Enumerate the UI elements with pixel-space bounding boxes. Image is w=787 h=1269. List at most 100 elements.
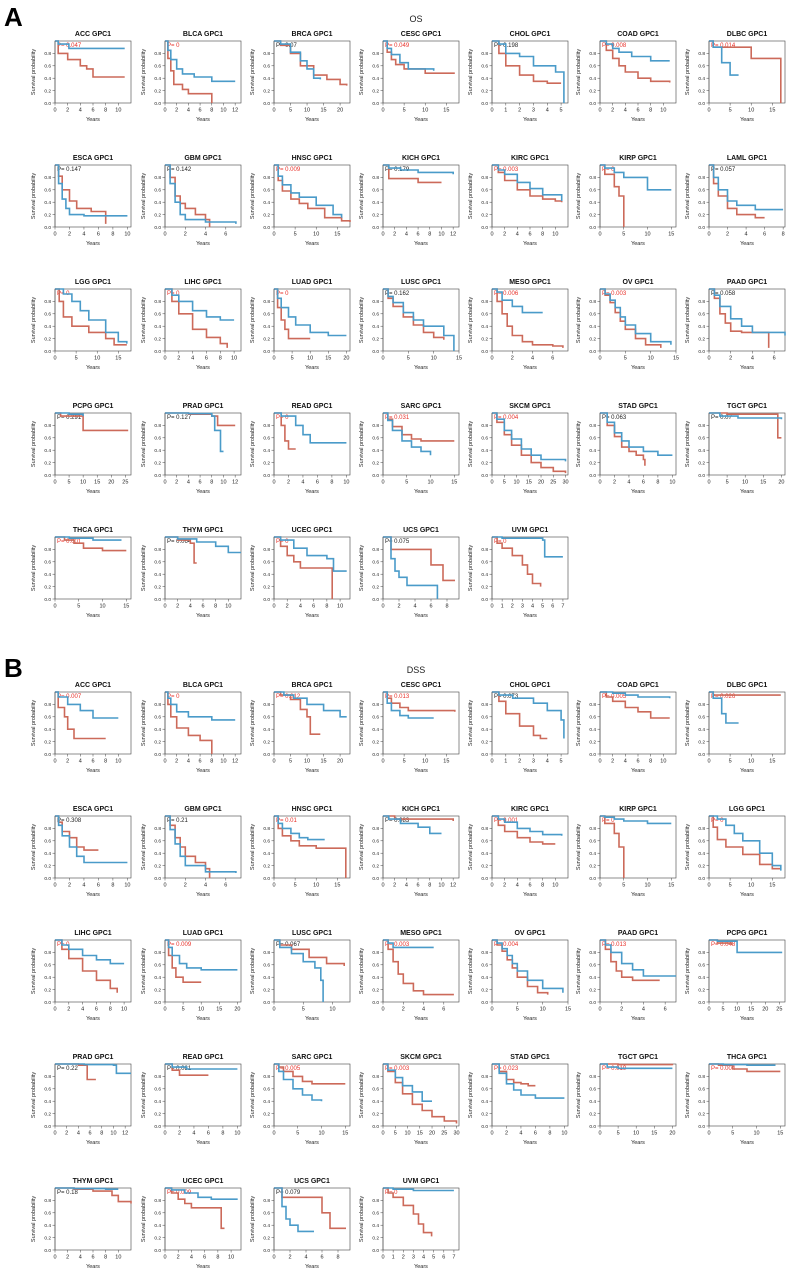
high-expression-curve (709, 412, 782, 439)
y-tick-label: 0.2 (481, 88, 488, 94)
x-tick-label: 15 (94, 480, 100, 486)
x-tick-label: 12 (122, 1131, 128, 1137)
p-value-label: P= 0.013 (385, 694, 410, 700)
x-tick-label: 5 (302, 1007, 305, 1013)
x-tick-label: 4 (546, 108, 549, 114)
x-tick-label: 20 (234, 1007, 240, 1013)
y-tick-label: 0.0 (589, 1000, 596, 1006)
high-expression-curve (165, 691, 213, 754)
p-value-label: P= 0.013 (602, 942, 627, 948)
y-tick-label: 0.0 (372, 1000, 379, 1006)
x-tick-label: 0 (598, 356, 601, 362)
y-tick-label: 0.0 (372, 349, 379, 355)
x-tick-label: 5 (291, 356, 294, 362)
plot-title: BRCA GPC1 (292, 682, 333, 689)
y-axis-label: Survival probability (141, 49, 147, 95)
y-tick-label: 0.8 (154, 950, 161, 956)
y-tick-label: 0.2 (44, 987, 51, 993)
x-tick-label: 2 (287, 480, 290, 486)
p-value-label: P= 0 (276, 539, 289, 545)
y-tick-label: 0.8 (372, 299, 379, 305)
plot-title: LGG GPC1 (729, 806, 765, 813)
y-axis-label: Survival probability (31, 421, 37, 467)
y-axis-label: Survival probability (576, 49, 582, 95)
low-expression-curve (274, 412, 347, 444)
high-expression-curve (383, 939, 454, 996)
y-tick-label: 0.8 (154, 702, 161, 708)
plot-frame (382, 412, 460, 476)
y-tick-label: 0.2 (481, 460, 488, 466)
x-tick-label: 5 (289, 108, 292, 114)
y-tick-label: 0.0 (372, 752, 379, 758)
x-tick-label: 0 (707, 883, 710, 889)
x-tick-label: 12 (450, 883, 456, 889)
x-tick-label: 10 (329, 1007, 335, 1013)
y-tick-label: 0.6 (481, 963, 488, 969)
y-tick-label: 0.6 (372, 436, 379, 442)
high-expression-curve (600, 939, 660, 982)
p-value-label: P= 0.063 (602, 415, 627, 421)
x-tick-label: 0 (490, 356, 493, 362)
p-value-label: P= 0.048 (711, 942, 736, 948)
x-tick-label: 15 (673, 356, 679, 362)
y-axis-label: Survival probability (685, 297, 691, 343)
x-axis-label: Years (740, 892, 754, 898)
x-tick-label: 15 (769, 883, 775, 889)
x-tick-label: 4 (187, 759, 190, 765)
y-tick-label: 0.4 (372, 727, 379, 733)
y-tick-label: 0.6 (589, 839, 596, 845)
y-tick-label: 0.6 (44, 1087, 51, 1093)
y-tick-label: 0.4 (589, 200, 596, 206)
plot-title: LAML GPC1 (727, 155, 767, 162)
y-axis-label: Survival probability (31, 700, 37, 746)
y-axis-label: Survival probability (359, 173, 365, 219)
plot-title: LUSC GPC1 (292, 930, 332, 937)
x-tick-label: 10 (225, 604, 231, 610)
y-tick-label: 0.0 (263, 225, 270, 231)
x-tick-label: 12 (232, 480, 238, 486)
x-axis-label: Years (414, 1016, 428, 1022)
x-tick-label: 5 (722, 1007, 725, 1013)
y-tick-label: 0.2 (698, 212, 705, 218)
y-tick-label: 0.0 (372, 1248, 379, 1254)
y-tick-label: 0.2 (589, 212, 596, 218)
x-tick-label: 10 (438, 232, 444, 238)
y-tick-label: 0.8 (698, 702, 705, 708)
x-tick-label: 10 (343, 480, 349, 486)
x-axis-label: Years (631, 365, 645, 371)
y-axis-label: Survival probability (359, 421, 365, 467)
y-tick-label: 0.2 (698, 1111, 705, 1117)
y-axis-label: Survival probability (576, 1072, 582, 1118)
y-tick-label: 0.8 (44, 547, 51, 553)
y-tick-label: 0.2 (698, 336, 705, 342)
plot-frame (382, 1063, 460, 1127)
y-tick-label: 0.6 (481, 436, 488, 442)
x-tick-label: 2 (611, 759, 614, 765)
x-tick-label: 30 (453, 1131, 459, 1137)
y-tick-label: 0.8 (698, 950, 705, 956)
x-tick-label: 0 (598, 108, 601, 114)
y-tick-label: 0.4 (44, 448, 51, 454)
high-expression-curve (492, 412, 567, 474)
low-expression-curve (600, 1063, 673, 1070)
x-tick-label: 2 (503, 883, 506, 889)
y-tick-label: 0.8 (44, 826, 51, 832)
plot-title: OV GPC1 (622, 279, 653, 286)
x-tick-label: 0 (381, 1131, 384, 1137)
y-tick-label: 0.0 (589, 1124, 596, 1130)
y-axis-label: Survival probability (250, 1072, 256, 1118)
x-tick-label: 0 (53, 883, 56, 889)
x-tick-label: 0 (381, 480, 384, 486)
x-tick-label: 4 (405, 883, 408, 889)
y-tick-label: 0.0 (589, 876, 596, 882)
y-tick-label: 0.8 (154, 826, 161, 832)
y-axis-label: Survival probability (468, 948, 474, 994)
low-expression-curve (600, 40, 670, 62)
x-axis-label: Years (86, 117, 100, 123)
y-tick-label: 0.2 (263, 1235, 270, 1241)
x-tick-label: 0 (163, 883, 166, 889)
x-tick-label: 0 (163, 759, 166, 765)
p-value-label: P= 0.004 (494, 415, 519, 421)
y-tick-label: 0.4 (154, 76, 161, 82)
p-value-label: P= 0.009 (167, 942, 192, 948)
